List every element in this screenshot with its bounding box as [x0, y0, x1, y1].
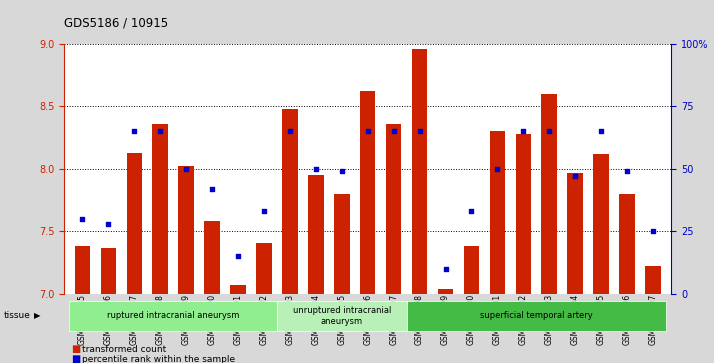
Text: superficial temporal artery: superficial temporal artery: [480, 311, 593, 320]
Point: [154, 128, 166, 134]
Bar: [282, 109, 298, 294]
Bar: [334, 194, 350, 294]
Point: [258, 208, 270, 214]
Point: [543, 128, 555, 134]
Point: [518, 128, 529, 134]
Bar: [541, 94, 557, 294]
Text: ■: ■: [71, 344, 81, 354]
Bar: [490, 131, 506, 294]
Point: [232, 253, 243, 259]
Bar: [75, 246, 90, 294]
Text: unruptured intracranial
aneurysm: unruptured intracranial aneurysm: [293, 306, 391, 326]
Bar: [277, 301, 406, 330]
Text: ▶: ▶: [34, 311, 41, 320]
Point: [362, 128, 373, 134]
Text: ruptured intracranial aneurysm: ruptured intracranial aneurysm: [107, 311, 239, 320]
Text: tissue: tissue: [4, 311, 31, 320]
Point: [206, 186, 218, 192]
Point: [310, 166, 321, 172]
Bar: [406, 301, 666, 330]
Bar: [593, 154, 609, 294]
Text: transformed count: transformed count: [82, 345, 166, 354]
Point: [466, 208, 477, 214]
Point: [103, 221, 114, 227]
Bar: [308, 175, 323, 294]
Point: [336, 168, 348, 174]
Point: [284, 128, 296, 134]
Point: [76, 216, 88, 222]
Bar: [516, 134, 531, 294]
Text: ■: ■: [71, 354, 81, 363]
Point: [570, 174, 581, 179]
Point: [621, 168, 633, 174]
Bar: [69, 301, 277, 330]
Bar: [568, 172, 583, 294]
Bar: [204, 221, 220, 294]
Bar: [101, 248, 116, 294]
Bar: [153, 124, 168, 294]
Bar: [256, 243, 272, 294]
Text: GDS5186 / 10915: GDS5186 / 10915: [64, 16, 169, 29]
Point: [414, 128, 426, 134]
Bar: [386, 124, 401, 294]
Point: [595, 128, 607, 134]
Bar: [178, 166, 194, 294]
Bar: [412, 49, 428, 294]
Point: [181, 166, 192, 172]
Text: percentile rank within the sample: percentile rank within the sample: [82, 355, 235, 363]
Point: [492, 166, 503, 172]
Bar: [463, 246, 479, 294]
Bar: [126, 152, 142, 294]
Point: [440, 266, 451, 272]
Bar: [438, 289, 453, 294]
Point: [648, 228, 659, 234]
Point: [129, 128, 140, 134]
Bar: [645, 266, 660, 294]
Bar: [360, 91, 376, 294]
Point: [388, 128, 399, 134]
Bar: [619, 194, 635, 294]
Bar: [230, 285, 246, 294]
